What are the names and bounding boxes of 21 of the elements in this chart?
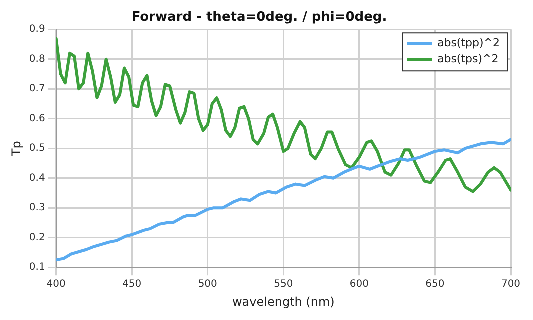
legend-label: abs(tps)^2 (437, 52, 499, 66)
y-tick-label: 0.8 (29, 54, 46, 65)
x-tick-label: 600 (350, 279, 369, 290)
chart-title: Forward - theta=0deg. / phi=0deg. (132, 10, 388, 26)
x-tick-label: 550 (274, 279, 294, 290)
y-tick-label: 0.2 (29, 232, 46, 244)
x-tick-label: 700 (501, 279, 521, 290)
y-axis-title: Tp (9, 141, 24, 158)
x-tick-label: 650 (426, 279, 445, 290)
y-tick-label: 0.6 (29, 113, 46, 124)
y-tick-label: 0.9 (29, 24, 46, 36)
x-tick-label: 400 (46, 279, 66, 290)
y-tick-label: 0.3 (29, 202, 46, 214)
y-tick-label: 0.4 (29, 172, 46, 184)
y-tick-label: 0.7 (29, 84, 46, 95)
legend-label: abs(tpp)^2 (437, 36, 500, 50)
x-tick-label: 450 (122, 279, 142, 290)
y-tick-label: 0.5 (29, 143, 46, 154)
x-axis-title: wavelength (nm) (232, 294, 335, 309)
x-tick-label: 500 (198, 279, 218, 290)
y-tick-label: 0.1 (29, 262, 46, 274)
